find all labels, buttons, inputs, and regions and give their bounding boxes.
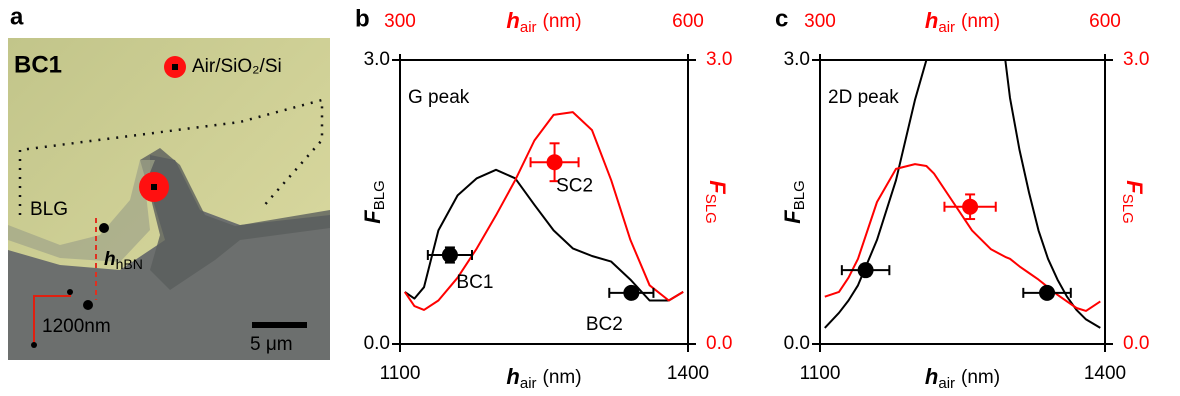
region-label: BLG — [30, 199, 68, 220]
x2-tick-label: 300 — [384, 11, 416, 32]
series-line — [404, 168, 684, 302]
series-line — [403, 111, 684, 311]
symbol: h — [925, 364, 938, 389]
subscript: air — [938, 375, 955, 392]
data-point — [623, 284, 640, 301]
data-point — [857, 262, 874, 279]
point-label: BC1 — [456, 272, 493, 293]
subscript: SLG — [702, 194, 719, 224]
data-point — [1039, 284, 1056, 301]
marker-label: 1200nm — [42, 316, 111, 337]
axis-label: hair (nm) — [925, 8, 1000, 36]
plot-frame — [819, 59, 1106, 345]
panel-label: c — [775, 5, 788, 32]
blg-edge — [8, 160, 155, 262]
symbol: F — [360, 210, 385, 224]
micrograph — [8, 38, 330, 360]
symbol: F — [780, 210, 805, 224]
unit: (nm) — [961, 367, 1000, 388]
x-tick-label: 1400 — [1084, 363, 1126, 384]
symbol: h — [506, 8, 519, 33]
symbol: h — [104, 249, 116, 270]
y-tick-label: 3.0 — [364, 49, 390, 70]
symbol: F — [1122, 180, 1147, 194]
panel-label: b — [355, 5, 370, 32]
x-tick-label: 1100 — [380, 363, 421, 384]
scale-bar — [252, 322, 307, 328]
x2-tick-label: 600 — [1089, 11, 1121, 32]
subscript: air — [520, 375, 537, 392]
plot-frame — [399, 59, 689, 345]
x-tick-label: 1100 — [800, 363, 841, 384]
annotation: 2D peak — [828, 87, 899, 108]
panel-a: a BC1 Air/SiO₂/Si BLG hhBN 1200nm 5 μm — [8, 3, 330, 360]
point-label: SC2 — [556, 175, 593, 196]
unit: (nm) — [543, 11, 582, 32]
annotation: G peak — [408, 87, 470, 108]
edge — [140, 148, 330, 290]
spot — [31, 342, 37, 348]
axis-label: FBLG — [360, 180, 388, 223]
spot — [99, 223, 109, 233]
subscript: SLG — [1119, 194, 1136, 224]
symbol: h — [506, 364, 519, 389]
axis-label: FSLG — [1119, 180, 1147, 223]
subscript: BLG — [371, 180, 388, 210]
data-point — [546, 154, 563, 171]
axis-label: FBLG — [780, 180, 808, 223]
y2-tick-label: 0.0 — [1123, 333, 1149, 354]
legend-label: Air/SiO₂/Si — [192, 56, 282, 77]
axis-label: hair (nm) — [506, 8, 581, 36]
series-line — [824, 163, 1101, 312]
panel-label: a — [10, 3, 24, 30]
x2-tick-label: 300 — [804, 11, 836, 32]
legend-center — [172, 64, 178, 70]
subscript: hBN — [116, 256, 143, 272]
unit: (nm) — [961, 11, 1000, 32]
symbol: F — [705, 180, 730, 194]
spot — [67, 289, 73, 295]
subscript: air — [520, 19, 537, 36]
data-point — [441, 247, 458, 264]
y-tick-label: 0.0 — [784, 333, 810, 354]
unit: (nm) — [543, 367, 582, 388]
x2-tick-label: 600 — [672, 11, 704, 32]
point-label: BC2 — [586, 314, 623, 335]
spot — [83, 300, 93, 310]
laser-center — [151, 184, 157, 190]
y2-tick-label: 0.0 — [706, 333, 732, 354]
outline — [18, 98, 324, 215]
subscript: BLG — [791, 180, 808, 210]
y2-tick-label: 3.0 — [706, 49, 732, 70]
subscript: air — [938, 19, 955, 36]
axis-label: hair (nm) — [506, 364, 581, 392]
axis-label: FSLG — [702, 180, 730, 223]
scale-label: 5 μm — [250, 334, 293, 355]
data-point — [962, 198, 979, 215]
y2-tick-label: 3.0 — [1123, 49, 1149, 70]
x-tick-label: 1400 — [667, 363, 709, 384]
y-tick-label: 3.0 — [784, 49, 810, 70]
thickness-label: hhBN — [104, 249, 143, 272]
sample-label: BC1 — [14, 51, 62, 78]
y-tick-label: 0.0 — [364, 333, 390, 354]
axis-label: hair (nm) — [925, 364, 1000, 392]
symbol: h — [925, 8, 938, 33]
